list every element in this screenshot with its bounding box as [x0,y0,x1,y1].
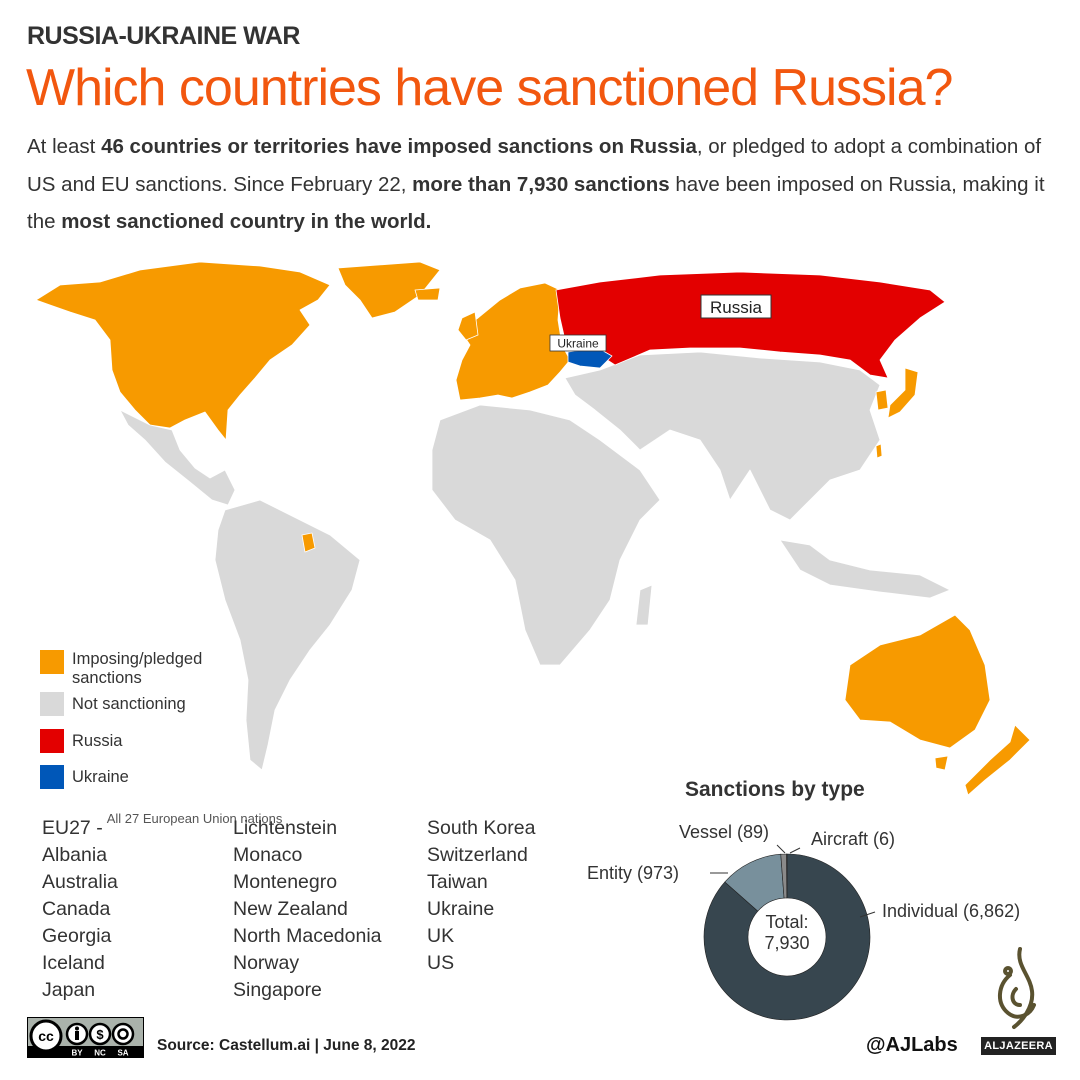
legend-swatch [40,729,64,753]
map-south-korea [875,389,889,411]
country-item: Singapore [233,979,322,1001]
legend-item-sanctioning: Imposing/pledged sanctions [40,650,242,688]
intro-highlight: most sanctioned country in the world. [61,210,432,233]
legend-swatch [40,650,64,674]
legend-label: Not sanctioning [72,695,186,713]
country-item: Norway [233,952,300,974]
country-item: UK [427,925,455,947]
ajlabs-handle: @AJLabs [866,1034,958,1056]
svg-text:SA: SA [117,1049,128,1058]
map-taiwan [875,443,883,459]
country-list-col3: South Korea Switzerland Taiwan Ukraine UK US [427,815,535,977]
cc-icon [29,1019,63,1053]
country-item: Canada [42,898,111,920]
legend-item-ukraine: Ukraine [40,765,129,789]
map-africa [431,404,661,666]
kicker: RUSSIA-UKRAINE WAR [27,22,300,50]
map-asia [564,351,881,521]
country-item: Iceland [42,952,105,974]
country-list-col2: Lichtenstein Monaco Montenegro New Zealand N… [233,815,382,1004]
country-item: Japan [42,979,96,1001]
country-item: North Macedonia [233,925,382,947]
country-item: New Zealand [233,898,348,920]
country-item: Taiwan [427,871,488,893]
total-label: Total: [765,912,809,932]
legend-label: Ukraine [72,768,129,786]
country-item: Monaco [233,844,303,866]
aljazeera-wordmark: ALJAZEERA [981,1037,1056,1055]
map-tasmania [934,755,949,771]
label-entity: Entity (973) [587,863,680,883]
map-japan [887,367,919,419]
svg-text:cc: cc [38,1028,54,1044]
donut-leader-line [859,911,876,918]
map-australia [844,614,991,749]
page-title: Which countries have sanctioned Russia? [26,59,953,117]
map-mexico-central-america [119,409,236,506]
map-new-zealand [964,724,1031,796]
intro-segment: At least [27,135,102,158]
map-russia [555,271,946,379]
intro-segment: , or pledged to adopt a combination of U… [27,135,1042,196]
source-text: Source: Castellum.ai | June 8, 2022 [157,1037,416,1054]
country-item: Ukraine [427,898,495,920]
eu27-label: EU27 - [42,817,103,839]
legend-swatch [40,765,64,789]
country-list-col1: EU27 - All 27 European Union nations Alba… [42,812,282,1004]
country-item: Switzerland [427,844,528,866]
russia-label: Russia [700,294,772,319]
legend-item-russia: Russia [40,729,122,753]
legend-swatch [40,692,64,716]
label-individual: Individual (6,862) [882,901,1021,921]
label-vessel: Vessel (89) [679,822,770,842]
donut-leader-line [776,844,786,854]
donut-title: Sanctions by type [685,778,865,801]
donut-leader-line [789,847,801,854]
intro-segment: have been imposed on Russia, making it t… [27,172,1045,234]
map-indonesia [779,539,951,599]
country-item: Lichtenstein [233,817,338,839]
nc-icon [88,1022,112,1046]
country-item: Australia [42,871,118,893]
svg-text:$: $ [96,1027,104,1042]
map-french-guiana [301,532,316,553]
legend-label: Imposing/pledged sanctions [72,650,203,687]
map-greenland [337,261,441,319]
ukraine-label: Ukraine [549,334,607,352]
country-item: Albania [42,844,108,866]
map-south-america [214,499,361,771]
svg-text:Russia: Russia [710,298,763,317]
label-aircraft: Aircraft (6) [811,829,896,849]
country-item: US [427,952,455,974]
map-iceland [414,287,441,301]
svg-text:NC: NC [94,1049,106,1058]
aljazeera-logo-icon [998,947,1036,1029]
intro-highlight: 46 countries or territories have imposed… [101,135,697,158]
map-canada-us [35,261,331,441]
total-value: 7,930 [764,933,810,953]
intro-text: At least 46 countries or territories hav… [27,128,1067,241]
cc-license-badge[interactable]: cc $ BY NC SA [27,1017,144,1058]
donut-total: Total: 7,930 [747,912,827,954]
country-item: South Korea [427,817,536,839]
intro-highlight: more than 7,930 sanctions [412,172,670,196]
map-europe [455,282,571,401]
map-madagascar [635,584,653,626]
svg-text:BY: BY [71,1049,83,1058]
legend-item-not-sanctioning: Not sanctioning [40,692,186,716]
svg-text:Ukraine: Ukraine [557,337,599,351]
world-map: Russia Ukraine [35,261,1031,796]
map-uk-ireland [457,311,479,341]
country-item: Montenegro [233,871,338,893]
sa-icon [111,1022,135,1046]
donut-slice-individual [703,853,871,1021]
country-item: Georgia [42,925,112,947]
legend-label: Russia [72,732,123,750]
